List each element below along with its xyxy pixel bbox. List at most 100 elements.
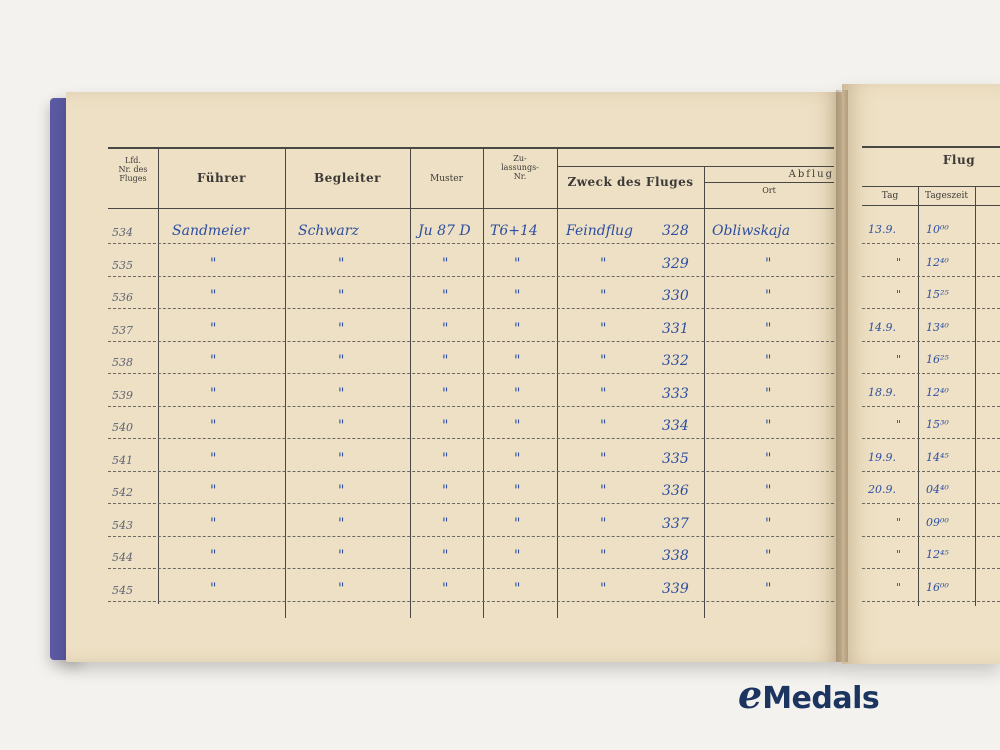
header-fuehrer: Führer: [196, 171, 247, 185]
cell-muster: ": [442, 548, 449, 564]
cell-zeit: 14⁴⁵: [926, 450, 949, 464]
cell-zulassung: ": [514, 255, 521, 272]
cell-zulassung: ": [514, 548, 521, 564]
book-gutter: [836, 90, 848, 662]
cell-begleiter: ": [338, 288, 345, 304]
header-abflug: Abflug: [788, 169, 834, 180]
cell-fuehrer: ": [210, 580, 217, 597]
cell-begleiter: ": [338, 385, 345, 402]
cell-tag: ": [896, 255, 902, 269]
cell-fuehrer: ": [210, 288, 217, 304]
col-divider-2: [285, 148, 286, 618]
row-line: [108, 275, 834, 277]
cell-zweck-nr: 334: [662, 418, 689, 434]
cell-muster: ": [442, 515, 449, 532]
cell-nr: 542: [112, 486, 133, 499]
header-begleiter: Begleiter: [314, 171, 381, 185]
cell-zulassung: ": [514, 288, 521, 304]
cell-zweck: ": [600, 320, 607, 337]
cell-tag: 13.9.: [868, 223, 896, 236]
cell-muster: ": [442, 418, 449, 434]
cell-zweck-nr: 330: [662, 288, 689, 304]
right-col-divider-2: [975, 186, 976, 606]
cell-begleiter: ": [338, 353, 345, 369]
logo-text: Medals: [762, 681, 880, 716]
cell-ort: ": [765, 288, 772, 304]
cell-muster: ": [442, 580, 449, 597]
cell-zulassung: ": [514, 353, 521, 369]
cell-zweck: ": [600, 450, 607, 467]
col-divider-4: [483, 148, 484, 618]
cell-nr: 537: [112, 323, 133, 337]
cell-fuehrer: ": [210, 548, 217, 564]
cell-fuehrer: ": [210, 353, 217, 369]
row-line: [108, 438, 834, 439]
right-page: [842, 84, 1000, 664]
cell-zulassung: ": [514, 385, 521, 402]
cell-zweck-nr: 328: [662, 223, 689, 239]
cell-tag: ": [896, 515, 902, 529]
cell-fuehrer: ": [210, 418, 217, 434]
cell-nr: 538: [112, 356, 133, 369]
cell-tag: 18.9.: [868, 385, 896, 399]
cell-zweck: ": [600, 385, 607, 402]
right-row-line: [862, 568, 1000, 569]
cell-muster: ": [442, 450, 449, 467]
cell-muster: ": [442, 385, 449, 402]
right-flug-rule: [862, 186, 1000, 187]
cell-muster: ": [442, 320, 449, 337]
cell-zulassung: ": [514, 515, 521, 532]
cell-fuehrer: Sandmeier: [172, 223, 249, 239]
row-line: [108, 405, 834, 407]
cell-zweck-nr: 336: [662, 483, 689, 499]
cell-ort: ": [765, 320, 772, 337]
cell-zweck: Feindflug: [566, 223, 634, 239]
cell-ort: ": [765, 385, 772, 402]
col-divider-1: [158, 148, 159, 604]
cell-nr: 544: [112, 551, 133, 564]
right-row-line: [862, 243, 1000, 244]
cell-nr: 539: [112, 388, 133, 402]
right-header-rule: [862, 205, 1000, 206]
cell-fuehrer: ": [210, 385, 217, 402]
cell-begleiter: ": [338, 483, 345, 499]
cell-zweck: ": [600, 288, 607, 304]
cell-zeit: 04⁴⁰: [926, 483, 949, 496]
cell-zweck-nr: 339: [662, 580, 689, 597]
row-line: [108, 340, 834, 342]
cell-zulassung: ": [514, 320, 521, 337]
table-header-rule: [108, 208, 834, 209]
cell-ort: ": [765, 255, 772, 272]
cell-zweck-nr: 331: [662, 320, 689, 337]
header-tag: Tag: [881, 191, 899, 201]
cell-muster: ": [442, 288, 449, 304]
cell-fuehrer: ": [210, 483, 217, 499]
right-row-line: [862, 535, 1000, 537]
cell-tag: ": [896, 548, 902, 561]
right-row-line: [862, 600, 1000, 602]
cell-zeit: 16²⁵: [926, 353, 949, 366]
right-row-line: [862, 373, 1000, 374]
cell-tag: ": [896, 418, 902, 431]
cell-zeit: 16⁰⁰: [926, 580, 949, 594]
row-line: [108, 243, 834, 244]
cell-fuehrer: ": [210, 255, 217, 272]
row-line: [108, 373, 834, 374]
cell-fuehrer: ": [210, 515, 217, 532]
cell-begleiter: ": [338, 320, 345, 337]
cell-begleiter: ": [338, 515, 345, 532]
right-col-divider-1: [918, 186, 919, 606]
cell-zeit: 12⁴⁰: [926, 255, 949, 269]
cell-nr: 543: [112, 518, 133, 532]
right-row-line: [862, 470, 1000, 472]
cell-zeit: 15²⁵: [926, 288, 949, 301]
cell-zulassung: ": [514, 483, 521, 499]
cell-begleiter: ": [338, 548, 345, 564]
left-page: [66, 92, 842, 662]
cell-zweck-nr: 332: [662, 353, 689, 369]
col-divider-3: [410, 148, 411, 618]
cell-zweck-nr: 333: [662, 385, 689, 402]
cell-ort: ": [765, 515, 772, 532]
cell-zweck: ": [600, 418, 607, 434]
cell-nr: 536: [112, 291, 133, 304]
